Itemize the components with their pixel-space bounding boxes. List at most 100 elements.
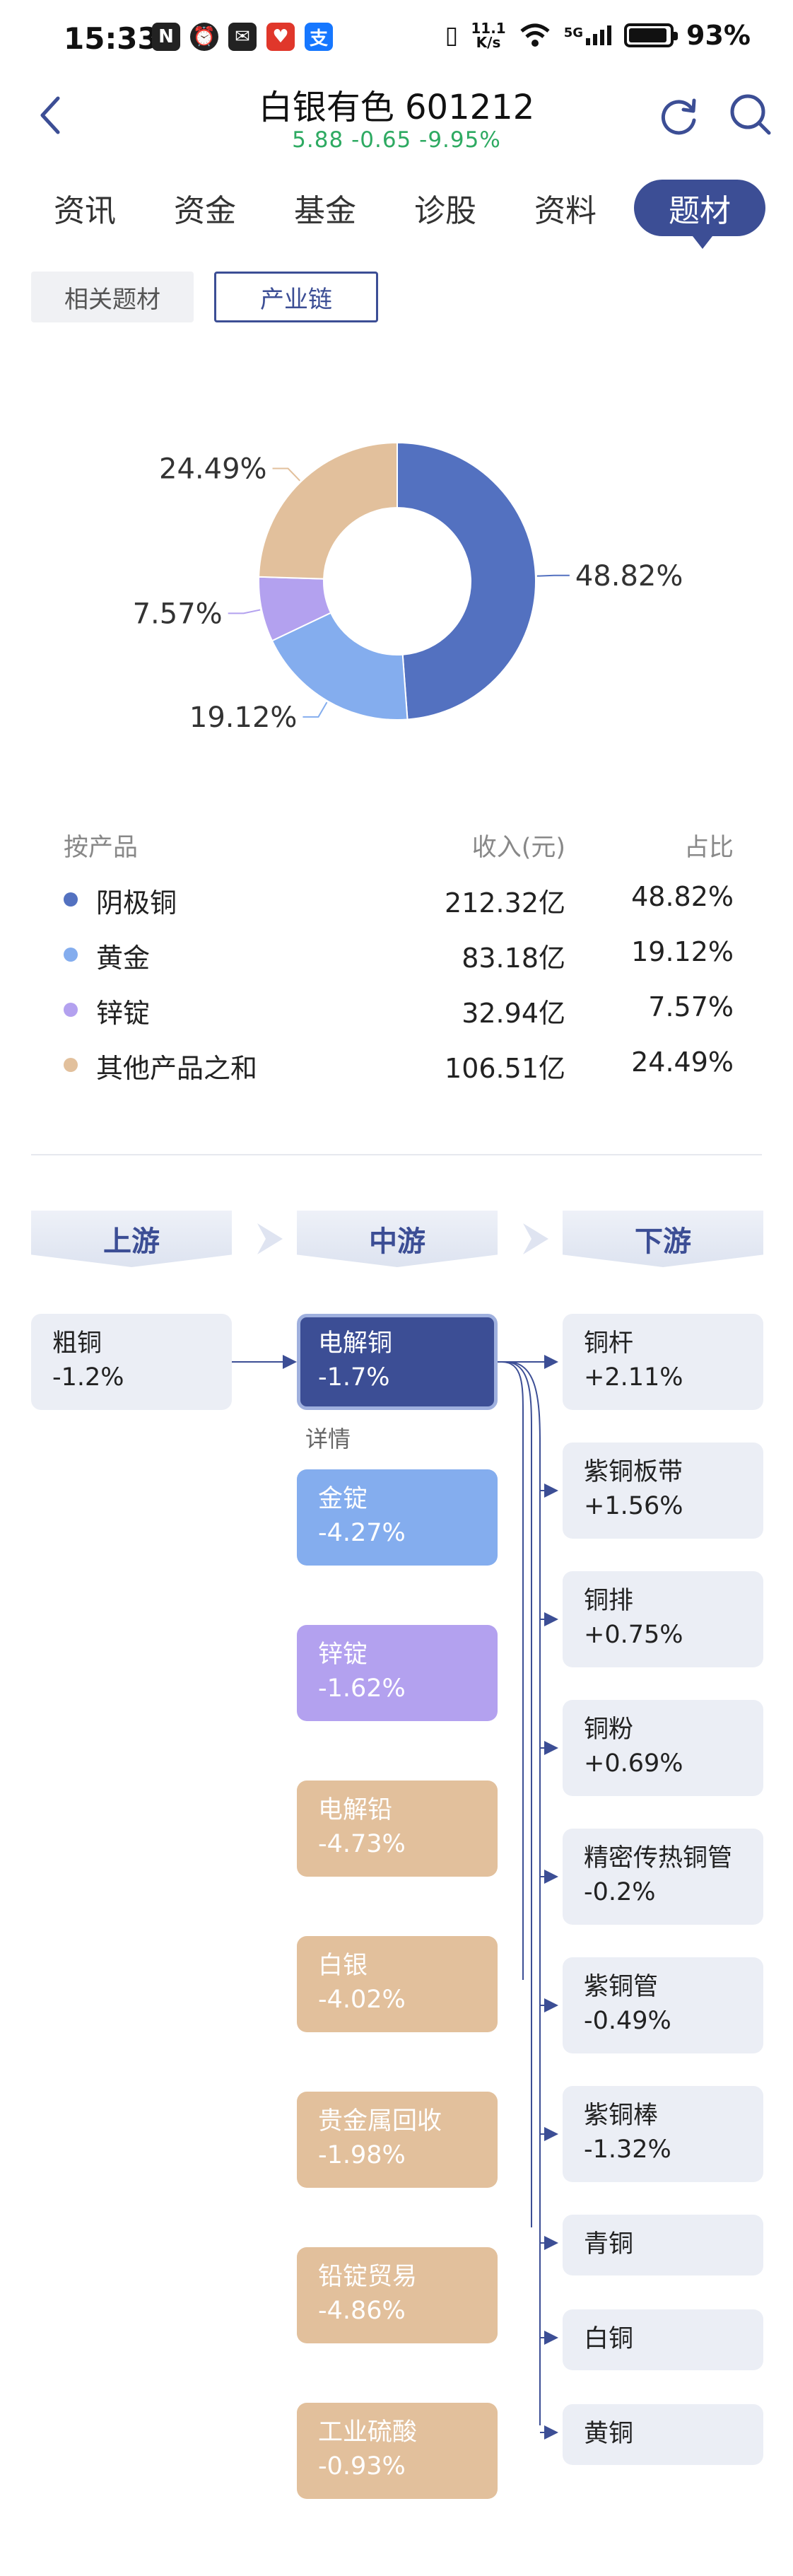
chain-node-downstream[interactable]: 紫铜板带 +1.56% [563,1443,763,1539]
chain-node-downstream[interactable]: 铜粉 +0.69% [563,1700,763,1796]
node-name: 青铜 [584,2230,634,2259]
chevron-left-icon [40,96,60,134]
tab-theme[interactable]: 题材 [634,180,765,249]
donut-slice[interactable] [258,441,398,580]
node-name: 黄铜 [584,2420,634,2448]
chain-node-downstream[interactable]: 紫铜管 -0.49% [563,1957,763,2053]
connector-curve [507,1361,541,2425]
chain-node-downstream[interactable]: 铜排 +0.75% [563,1571,763,1667]
tab-diagnosis[interactable]: 诊股 [414,193,476,229]
table-row: 其他产品之和 106.51亿 24.49% [0,1037,793,1092]
chain-node-midstream[interactable]: 铅锭贸易 -4.86% [297,2247,498,2343]
chevron-right-icon [257,1223,283,1254]
chain-node-downstream[interactable]: 白铜 [563,2309,763,2370]
node-change: -1.32% [584,2135,671,2164]
notification-icons: N ⏰ ✉ ♥ 支 [152,23,333,51]
tab-news[interactable]: 资讯 [54,193,116,229]
table-row: 阴极铜 212.32亿 48.82% [0,871,793,926]
product-share: 24.49% [631,1047,734,1078]
node-change: -4.73% [318,1830,406,1858]
node-name: 电解铜 [318,1329,393,1358]
chain-node-midstream[interactable]: 贵金属回收 -1.98% [297,2092,498,2188]
stock-change: -0.65 [351,127,412,153]
wifi-icon [520,23,550,47]
chain-node-midstream-selected[interactable]: 电解铜 -1.7% [297,1314,498,1410]
product-name: 阴极铜 [96,887,177,919]
product-name: 其他产品之和 [96,1053,258,1084]
legend-dot [64,1003,78,1017]
product-revenue: 83.18亿 [462,943,565,974]
alarm-icon: ⏰ [190,23,218,51]
battery-percent: 93% [686,20,751,51]
node-change: -4.86% [318,2297,406,2325]
node-name: 紫铜棒 [584,2102,659,2130]
node-name: 铜杆 [584,1329,634,1358]
detail-link[interactable]: 详情 [305,1426,351,1452]
refresh-button[interactable] [656,93,701,139]
product-share: 48.82% [631,881,734,912]
node-change: +2.11% [584,1363,683,1392]
donut-slice[interactable] [271,612,409,721]
search-icon [730,94,771,135]
node-name: 铜粉 [584,1715,634,1744]
tab-profile[interactable]: 资料 [534,193,597,229]
refresh-icon [661,98,696,135]
chain-node-downstream[interactable]: 精密传热铜管 -0.2% [563,1829,763,1925]
node-change: -1.2% [52,1363,124,1392]
chain-node-midstream[interactable]: 金锭 -4.27% [297,1469,498,1566]
node-name: 铜排 [584,1587,634,1615]
product-revenue: 106.51亿 [445,1053,565,1084]
battery-icon [624,23,679,47]
node-change: +0.69% [584,1749,683,1778]
product-revenue: 32.94亿 [462,998,565,1029]
back-button[interactable] [28,91,71,140]
tab-fund[interactable]: 基金 [294,193,356,229]
product-name: 黄金 [96,943,151,974]
table-header-product: 按产品 [64,834,139,862]
chain-node-downstream[interactable]: 紫铜棒 -1.32% [563,2086,763,2182]
industry-chain-button[interactable]: 产业链 [214,272,378,322]
chain-node-downstream[interactable]: 青铜 [563,2215,763,2275]
node-name: 白银 [318,1952,368,1980]
leader-line [272,467,300,482]
related-themes-button[interactable]: 相关题材 [31,272,194,322]
node-change: -1.98% [318,2141,406,2169]
status-time: 15:33 [64,21,158,56]
signal-icon: 5G [564,25,612,45]
node-change: -4.27% [318,1519,406,1547]
legend-dot [64,892,78,907]
chain-node-downstream[interactable]: 黄铜 [563,2404,763,2465]
donut-slice[interactable] [396,441,536,721]
stock-change-pct: -9.95% [419,127,501,153]
table-row: 锌锭 32.94亿 7.57% [0,981,793,1037]
chain-header-upstream: 上游 [31,1211,232,1267]
node-name: 紫铜板带 [584,1458,683,1486]
node-change: +0.75% [584,1621,683,1649]
tab-funds-flow[interactable]: 资金 [174,193,236,229]
slice-label: 24.49% [159,453,267,486]
vibrate-icon: ▯ [445,21,459,49]
connector-curve [501,1361,524,1980]
node-change: -0.2% [584,1878,656,1906]
chain-node-midstream[interactable]: 锌锭 -1.62% [297,1625,498,1721]
chain-node-midstream[interactable]: 电解铅 -4.73% [297,1781,498,1877]
nfc-icon: N [152,23,180,51]
search-button[interactable] [728,92,773,137]
chain-node-downstream[interactable]: 铜杆 +2.11% [563,1314,763,1410]
stock-price: 5.88 [292,127,344,153]
node-change: -0.93% [318,2452,406,2481]
chain-node-midstream[interactable]: 工业硫酸 -0.93% [297,2403,498,2499]
chain-node-midstream[interactable]: 白银 -4.02% [297,1936,498,2032]
table-row: 黄金 83.18亿 19.12% [0,926,793,981]
stock-quote: 5.88 -0.65 -9.95% [0,127,793,153]
chain-header-midstream: 中游 [297,1211,498,1267]
alipay-icon: 支 [305,23,333,51]
slice-label: 48.82% [575,560,683,593]
leader-line [302,701,328,718]
table-header-share: 占比 [683,834,734,862]
node-name: 铅锭贸易 [318,2263,418,2291]
node-change: -4.02% [318,1986,406,2014]
network-speed: 11.1 K/s [471,20,506,51]
chain-node-upstream[interactable]: 粗铜 -1.2% [31,1314,232,1410]
stock-title: 白银有色 601212 [258,88,535,127]
